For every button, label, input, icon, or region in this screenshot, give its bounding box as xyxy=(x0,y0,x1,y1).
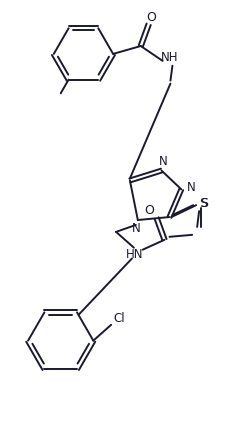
Text: N: N xyxy=(187,181,196,194)
Text: Cl: Cl xyxy=(113,312,125,325)
Text: S: S xyxy=(200,197,208,210)
Text: NH: NH xyxy=(161,51,178,65)
Text: S: S xyxy=(199,197,207,210)
Text: N: N xyxy=(159,155,168,168)
Text: N: N xyxy=(132,222,140,236)
Text: O: O xyxy=(147,11,157,24)
Text: HN: HN xyxy=(126,248,144,261)
Text: O: O xyxy=(144,204,154,217)
